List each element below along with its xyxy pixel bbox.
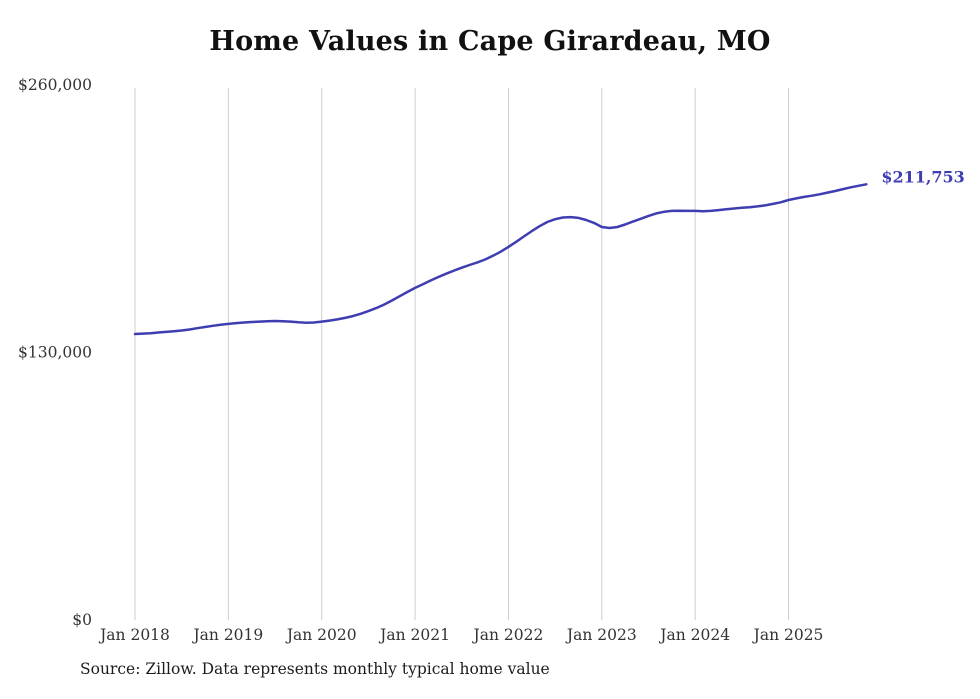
y-tick-label: $260,000: [18, 76, 92, 94]
source-note: Source: Zillow. Data represents monthly …: [80, 660, 550, 678]
value-line: [133, 183, 868, 336]
x-tick-label: Jan 2019: [191, 626, 263, 644]
x-tick-label: Jan 2020: [285, 626, 357, 644]
end-value-label: $211,753: [881, 167, 965, 186]
x-tick-label: Jan 2023: [565, 626, 637, 644]
x-tick-label: Jan 2021: [378, 626, 450, 644]
x-tick-label: Jan 2022: [472, 626, 544, 644]
x-tick-label: Jan 2018: [98, 626, 170, 644]
x-tick-label: Jan 2025: [752, 626, 824, 644]
x-tick-label: Jan 2024: [658, 626, 730, 644]
y-tick-label: $0: [72, 611, 92, 629]
y-tick-label: $130,000: [18, 344, 92, 362]
chart-title: Home Values in Cape Girardeau, MO: [209, 26, 771, 57]
